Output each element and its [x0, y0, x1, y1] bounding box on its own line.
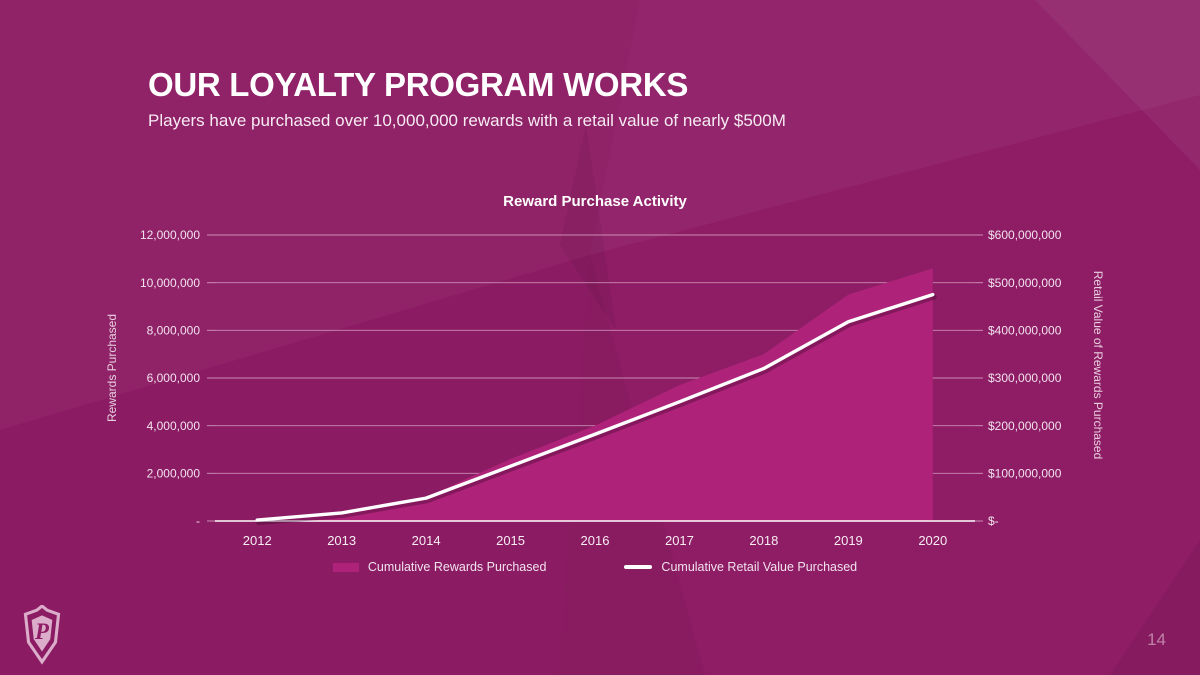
area-series-cumulative-rewards [257, 268, 933, 521]
line-swatch-icon [624, 565, 653, 569]
page-number: 14 [1147, 630, 1166, 649]
right-axis-tick-label: $300,000,000 [988, 371, 1062, 385]
line-series-shadow [256, 294, 937, 526]
area-swatch-icon [332, 562, 359, 572]
legend-item-retail: Cumulative Retail Value Purchased [624, 560, 857, 574]
right-axis-title: Retail Value of Rewards Purchased [1091, 270, 1105, 460]
x-axis-tick-label: 2018 [749, 533, 778, 548]
left-axis-tick-label: 6,000,000 [147, 371, 201, 385]
x-axis-tick-label: 2019 [834, 533, 863, 548]
left-axis-tick-label: 4,000,000 [147, 419, 201, 433]
slide-header: OUR LOYALTY PROGRAM WORKS Players have p… [148, 66, 1108, 132]
x-axis-tick-label: 2016 [581, 533, 610, 548]
x-axis-tick-label: 2015 [496, 533, 525, 548]
chart-title: Reward Purchase Activity [503, 193, 687, 210]
company-shield-logo: P [23, 605, 61, 665]
right-axis-tick-label: $400,000,000 [988, 324, 1062, 338]
page-title: OUR LOYALTY PROGRAM WORKS [148, 66, 689, 103]
left-axis-tick-label: 12,000,000 [140, 228, 200, 242]
right-axis-tick-label: $500,000,000 [988, 276, 1062, 290]
chart-legend: Cumulative Rewards Purchased Cumulative … [215, 560, 975, 574]
legend-label-retail: Cumulative Retail Value Purchased [661, 560, 858, 574]
left-axis-tick-label: - [196, 514, 200, 528]
left-axis-tick-label: 10,000,000 [140, 276, 200, 290]
right-axis-tick-label: $200,000,000 [988, 419, 1062, 433]
x-axis-tick-label: 2017 [665, 533, 694, 548]
legend-label-rewards: Cumulative Rewards Purchased [367, 560, 547, 574]
x-axis-tick-label: 2020 [918, 533, 947, 548]
left-axis-tick-label: 2,000,000 [147, 467, 201, 481]
left-axis-tick-label: 8,000,000 [147, 324, 201, 338]
x-axis-tick-label: 2012 [243, 533, 272, 548]
legend-item-rewards: Cumulative Rewards Purchased [332, 560, 547, 574]
page-subtitle: Players have purchased over 10,000,000 r… [148, 110, 786, 130]
left-axis-title: Rewards Purchased [105, 313, 119, 423]
right-axis-tick-label: $100,000,000 [988, 467, 1062, 481]
right-axis-tick-label: $600,000,000 [988, 228, 1062, 242]
right-axis-tick-label: $- [988, 514, 999, 528]
shield-outline-icon [23, 605, 61, 665]
line-series-cumulative-retail-value [255, 292, 935, 522]
shield-inner-icon [31, 615, 53, 652]
logo-letter: P [34, 619, 50, 644]
x-axis-tick-label: 2013 [327, 533, 356, 548]
x-axis-tick-label: 2014 [412, 533, 441, 548]
